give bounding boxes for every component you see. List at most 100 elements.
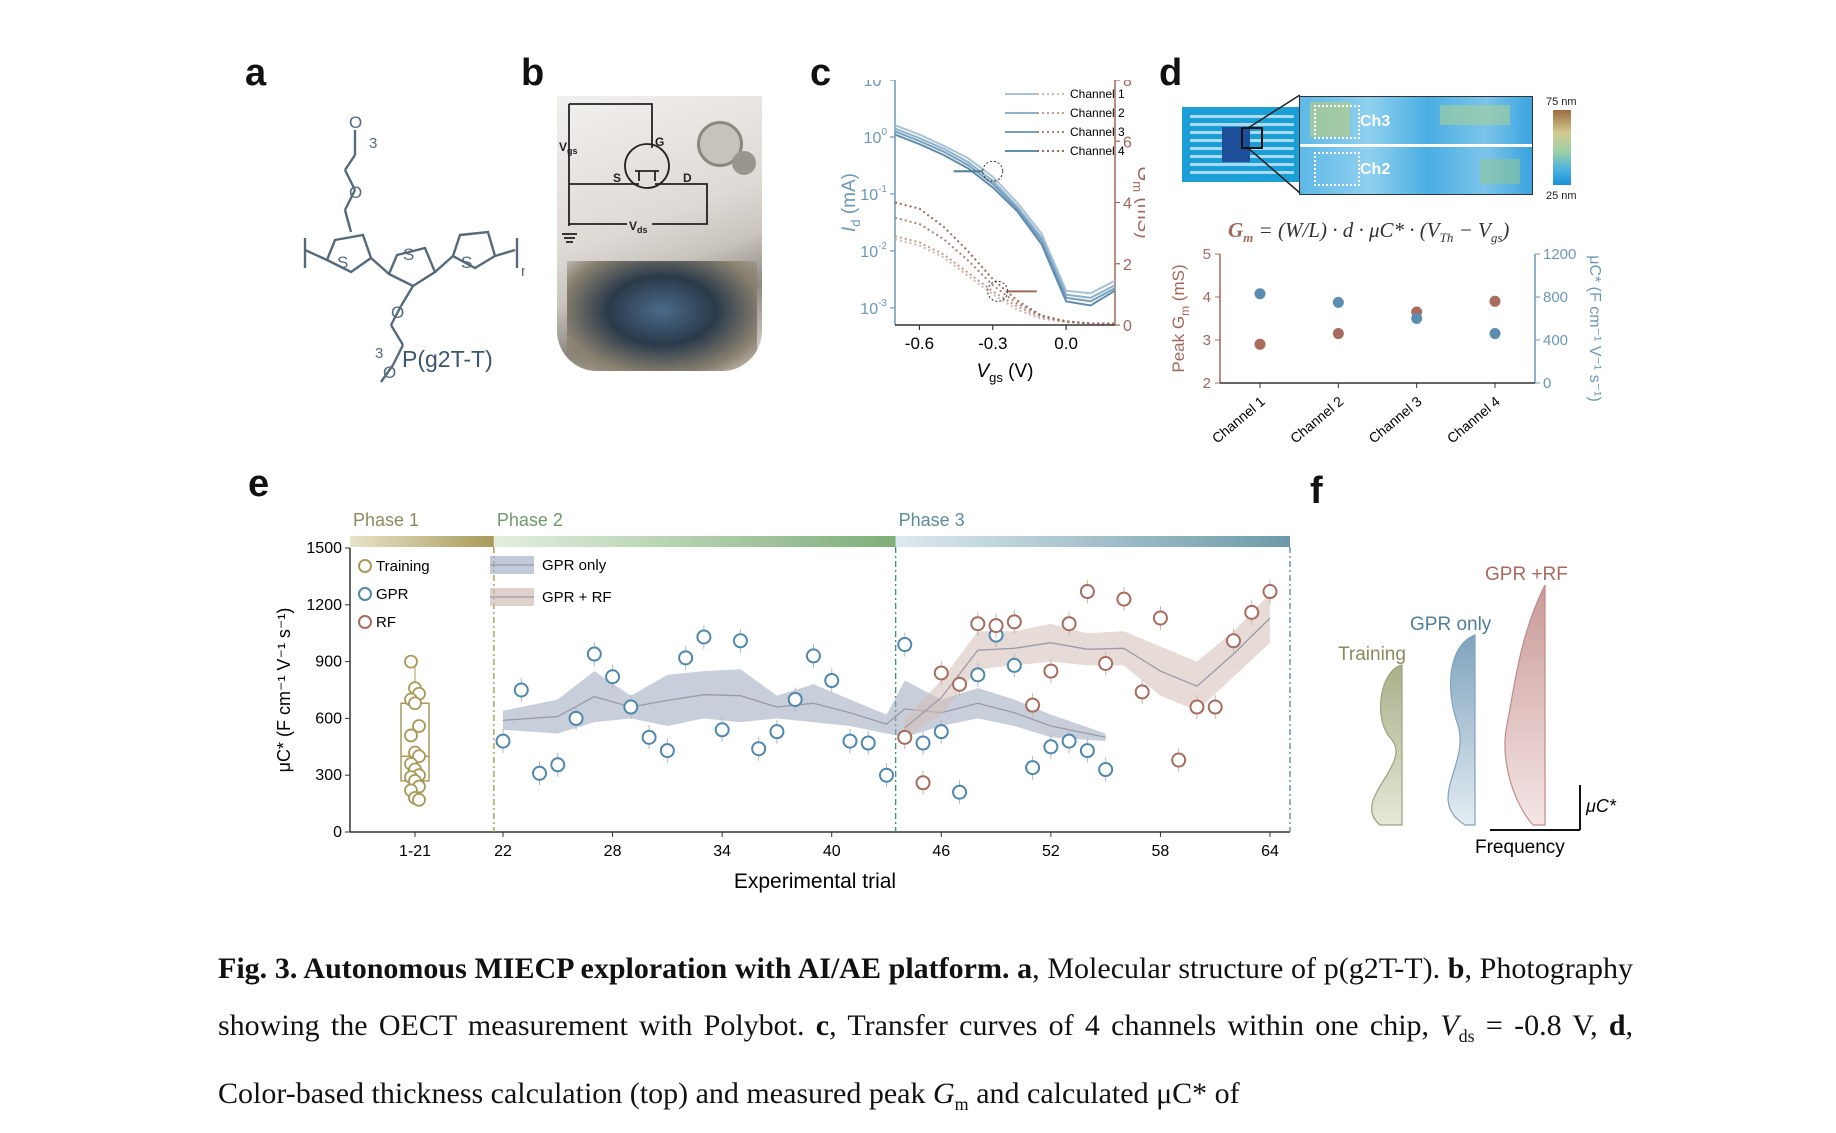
d-xtick-label: Channel 3 <box>1365 393 1424 446</box>
training-distribution <box>1371 664 1403 826</box>
rf-point <box>952 676 968 692</box>
e-ytick-label: 1200 <box>306 597 342 614</box>
label-gpr-rf: GPR +RF <box>1485 564 1568 585</box>
c-xlabel: Vgs (V) <box>976 361 1033 385</box>
gpr-point <box>605 669 621 685</box>
c-gm-line-1 <box>894 238 1115 325</box>
panel-label-a: a <box>245 52 267 94</box>
rf-point <box>1244 604 1260 620</box>
exploration-chart: Phase 1 Phase 2 Phase 3 1500 1200 900 600 300 0 1… <box>274 510 1291 893</box>
gpr-point <box>970 667 986 683</box>
gpr-point <box>714 722 730 738</box>
gpr-point <box>550 757 566 773</box>
gpr-point <box>532 765 548 781</box>
rf-point <box>1171 752 1187 768</box>
d-ytick-label-left: 5 <box>1203 246 1211 263</box>
d-ytick-label-left: 4 <box>1203 289 1211 306</box>
c-gm-line-3 <box>894 216 1115 325</box>
e-legend-label: RF <box>376 614 396 631</box>
caption-b-label: b <box>1447 952 1465 985</box>
zoom-lines <box>1241 94 1301 194</box>
c-marker-gm <box>987 280 1009 302</box>
c-marker-id <box>982 160 1004 182</box>
training-point <box>412 792 426 807</box>
c-ytick-label-left: 10-1 <box>860 184 887 204</box>
distribution-sketch: Training GPR only GPR +RF μC* Frequency <box>1338 564 1617 858</box>
d-ytick-label-right: 800 <box>1543 289 1568 306</box>
phase1-bar <box>350 536 494 547</box>
d-point-gm <box>1254 338 1266 350</box>
rf-point <box>1207 699 1223 715</box>
d-ytick-label-left: 3 <box>1203 332 1211 349</box>
gpr-point <box>623 699 639 715</box>
gpr-point <box>933 724 949 740</box>
gpr-point <box>586 646 602 662</box>
gpr-rf-band <box>904 593 1270 738</box>
circuit-g: G <box>655 135 664 149</box>
rf-point <box>988 618 1004 634</box>
e-xtick-label: 64 <box>1261 843 1279 860</box>
d-ytick-label-left: 2 <box>1203 375 1211 392</box>
rf-point <box>1152 610 1168 626</box>
rf-point <box>1025 697 1041 713</box>
d-point-muc <box>1411 313 1423 324</box>
e-legend-band-gpr-label: GPR only <box>542 557 607 574</box>
gpr-point <box>860 735 876 751</box>
rf-point <box>1262 584 1278 600</box>
gpr-point <box>1006 657 1022 673</box>
e-ylabel: μC* (F cm⁻¹ V⁻¹ s⁻¹) <box>274 608 294 773</box>
caption-b-text: , Photography showing the OECT measureme… <box>218 952 1633 1042</box>
circuit-vgs: Vgs <box>559 140 578 156</box>
polymer-label: P(g2T-T) <box>402 346 493 372</box>
label-training: Training <box>1338 644 1406 665</box>
gpr-point <box>1098 762 1114 778</box>
atom-o-mid: O <box>349 183 362 202</box>
transfer-curve-chart: 101 100 10-1 10-2 10-3 8 6 4 2 0 -0.6 -0.3 0.0 Vgs (V… <box>839 80 1145 385</box>
atom-o-bottom: O <box>383 363 396 382</box>
gpr-point <box>805 648 821 664</box>
molecule-structure: O 3 O S S S n O 3 O <box>303 113 525 383</box>
training-point <box>408 696 422 711</box>
rf-point <box>897 729 913 745</box>
d-ytick-label-right: 400 <box>1543 332 1568 349</box>
thickness-equation: Gm = (W/L) · d · μC* · (VTh − Vgs) <box>1228 218 1510 246</box>
atom-s-1: S <box>337 253 348 272</box>
subscript-3-top: 3 <box>369 135 377 152</box>
caption-gm-sub: m <box>954 1094 969 1114</box>
gpr-point <box>732 633 748 649</box>
circuit-s: S <box>613 171 621 185</box>
c-id-line-1 <box>894 124 1116 295</box>
rf-distribution <box>1504 584 1546 826</box>
c-ytick-label-right: 4 <box>1123 196 1132 213</box>
d-ylabel-left: Peak Gm (mS) <box>1169 264 1192 372</box>
e-legend-band-rf-label: GPR + RF <box>542 589 612 606</box>
c-id-line-3 <box>894 130 1116 303</box>
gpr-point <box>678 650 694 666</box>
e-ytick-label: 0 <box>333 824 342 841</box>
panel-label-f: f <box>1310 470 1323 512</box>
gpr-point <box>495 733 511 749</box>
c-legend-label: Channel 3 <box>1070 125 1125 139</box>
gpr-point <box>952 784 968 800</box>
label-ch3: Ch3 <box>1360 113 1391 130</box>
d-point-muc <box>1332 296 1344 308</box>
c-legend-label: Channel 1 <box>1070 87 1125 101</box>
e-xtick-label: 40 <box>823 843 841 860</box>
phase3-label: Phase 3 <box>899 510 965 530</box>
circuit-vds: Vds <box>629 219 648 235</box>
e-ytick-label: 1500 <box>306 540 342 557</box>
e-xtick-label: 52 <box>1042 843 1060 860</box>
c-ytick-label-right: 6 <box>1123 134 1132 151</box>
rf-point <box>1079 584 1095 600</box>
phase1-label: Phase 1 <box>353 510 419 530</box>
c-ylabel-right: Gm (mS) <box>1130 166 1145 238</box>
d-ytick-label-right: 0 <box>1543 375 1551 392</box>
e-xtick-label: 46 <box>932 843 950 860</box>
gpr-point <box>659 743 675 759</box>
colorbar-top-label: 75 nm <box>1546 96 1577 108</box>
gpr-point <box>824 673 840 689</box>
gpr-point <box>513 682 529 698</box>
e-legend-marker <box>358 559 372 573</box>
d-ytick-label-right: 1200 <box>1543 246 1576 263</box>
caption-vds-val: = -0.8 V, <box>1474 1009 1598 1042</box>
